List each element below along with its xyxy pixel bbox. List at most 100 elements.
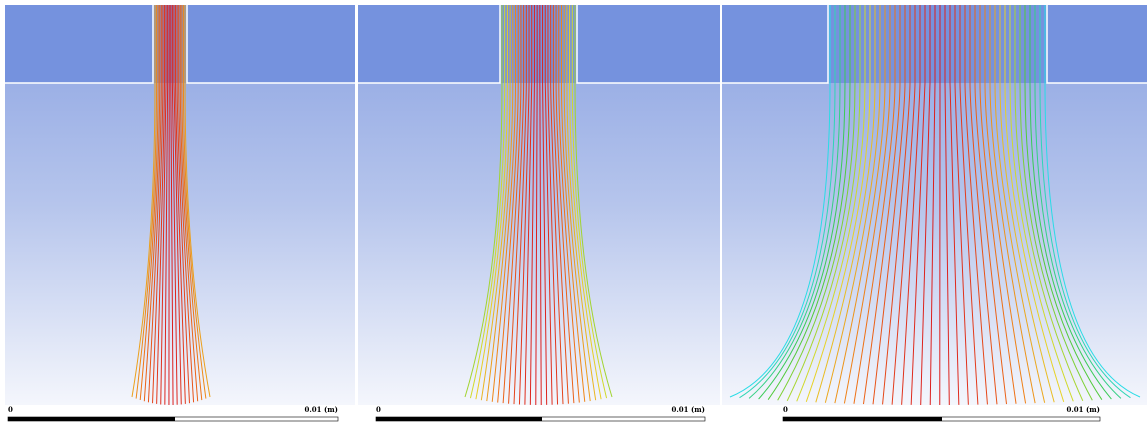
streamline <box>954 5 969 405</box>
nozzle-outline <box>576 5 720 84</box>
streamline <box>170 5 174 405</box>
streamline <box>974 5 1008 405</box>
streamline <box>1014 5 1084 402</box>
streamline <box>550 5 564 405</box>
streamline <box>469 5 506 399</box>
streamline <box>131 5 156 398</box>
streamline <box>729 5 831 398</box>
streamline <box>824 5 881 403</box>
streamline <box>949 5 960 405</box>
streamline <box>739 5 836 399</box>
streamline <box>805 5 871 403</box>
streamline <box>497 5 519 403</box>
streamline <box>1024 5 1103 400</box>
streamline <box>1004 5 1065 402</box>
streamline <box>964 5 988 405</box>
streamline <box>843 5 891 404</box>
scale-end-label: 0.01 (m) <box>304 405 338 414</box>
scale-end-label: 0.01 (m) <box>1066 405 1100 414</box>
scale-start-label: 0 <box>783 405 788 414</box>
streamline <box>135 5 158 399</box>
streamline <box>542 5 548 405</box>
streamline <box>171 5 178 405</box>
streamline <box>524 5 533 405</box>
streamline <box>1039 5 1131 399</box>
streamline <box>758 5 846 400</box>
streamline <box>529 5 535 405</box>
streamline <box>901 5 921 405</box>
streamline <box>160 5 167 405</box>
streamline <box>1019 5 1093 401</box>
scale-bar-black <box>376 417 542 421</box>
streamline <box>147 5 162 403</box>
streamline <box>999 5 1055 403</box>
streamline <box>944 5 950 405</box>
streamline <box>555 5 575 404</box>
streamline <box>518 5 530 405</box>
streamline <box>989 5 1036 404</box>
streamline <box>796 5 866 402</box>
streamline <box>920 5 931 405</box>
streamline <box>571 5 608 399</box>
streamline <box>182 5 207 399</box>
streamline <box>164 5 169 405</box>
streamline <box>508 5 525 404</box>
streamline <box>486 5 514 402</box>
streamline <box>969 5 998 405</box>
streamline <box>566 5 597 401</box>
streamline <box>872 5 906 405</box>
scale-start-label: 0 <box>8 405 13 414</box>
streamline <box>179 5 199 402</box>
streamline <box>176 5 190 404</box>
inlet-region <box>358 5 720 83</box>
streamline <box>464 5 503 398</box>
scale-end-label: 0.01 (m) <box>671 405 705 414</box>
nozzle-outline <box>186 5 355 84</box>
streamline <box>853 5 896 404</box>
streamline <box>558 5 580 403</box>
streamline <box>175 5 186 404</box>
streamline <box>552 5 569 404</box>
streamline <box>929 5 936 406</box>
streamline <box>1009 5 1074 402</box>
nozzle-outline <box>358 5 501 84</box>
streamline <box>178 5 195 403</box>
scale-start-label: 0 <box>376 405 381 414</box>
streamline <box>152 5 164 404</box>
streamline <box>539 5 542 405</box>
streamline <box>569 5 602 400</box>
nozzle-outline <box>5 5 154 84</box>
streamline <box>139 5 159 401</box>
scale-bar-black <box>783 417 942 421</box>
streamline <box>891 5 916 405</box>
streamline <box>1044 5 1141 398</box>
nozzle-outline <box>722 5 829 84</box>
streamline <box>910 5 926 405</box>
streamline <box>563 5 591 402</box>
streamline <box>786 5 861 402</box>
streamline <box>513 5 527 405</box>
streamline <box>480 5 511 401</box>
streamline <box>184 5 211 398</box>
streamline <box>748 5 841 399</box>
streamline <box>173 5 182 405</box>
streamline <box>535 5 538 405</box>
streamline <box>475 5 508 400</box>
streamline <box>1029 5 1112 400</box>
streamline <box>544 5 553 405</box>
streamline <box>181 5 203 401</box>
nozzle-outline <box>1046 5 1147 84</box>
streamline <box>491 5 517 402</box>
streamline <box>1034 5 1122 399</box>
streamline <box>767 5 851 400</box>
streamline <box>547 5 559 405</box>
streamline <box>979 5 1017 404</box>
streamline <box>959 5 979 405</box>
scale-bar-black <box>8 417 175 421</box>
streamline <box>574 5 613 398</box>
streamline <box>815 5 876 403</box>
streamline <box>834 5 886 404</box>
streamline <box>862 5 901 405</box>
